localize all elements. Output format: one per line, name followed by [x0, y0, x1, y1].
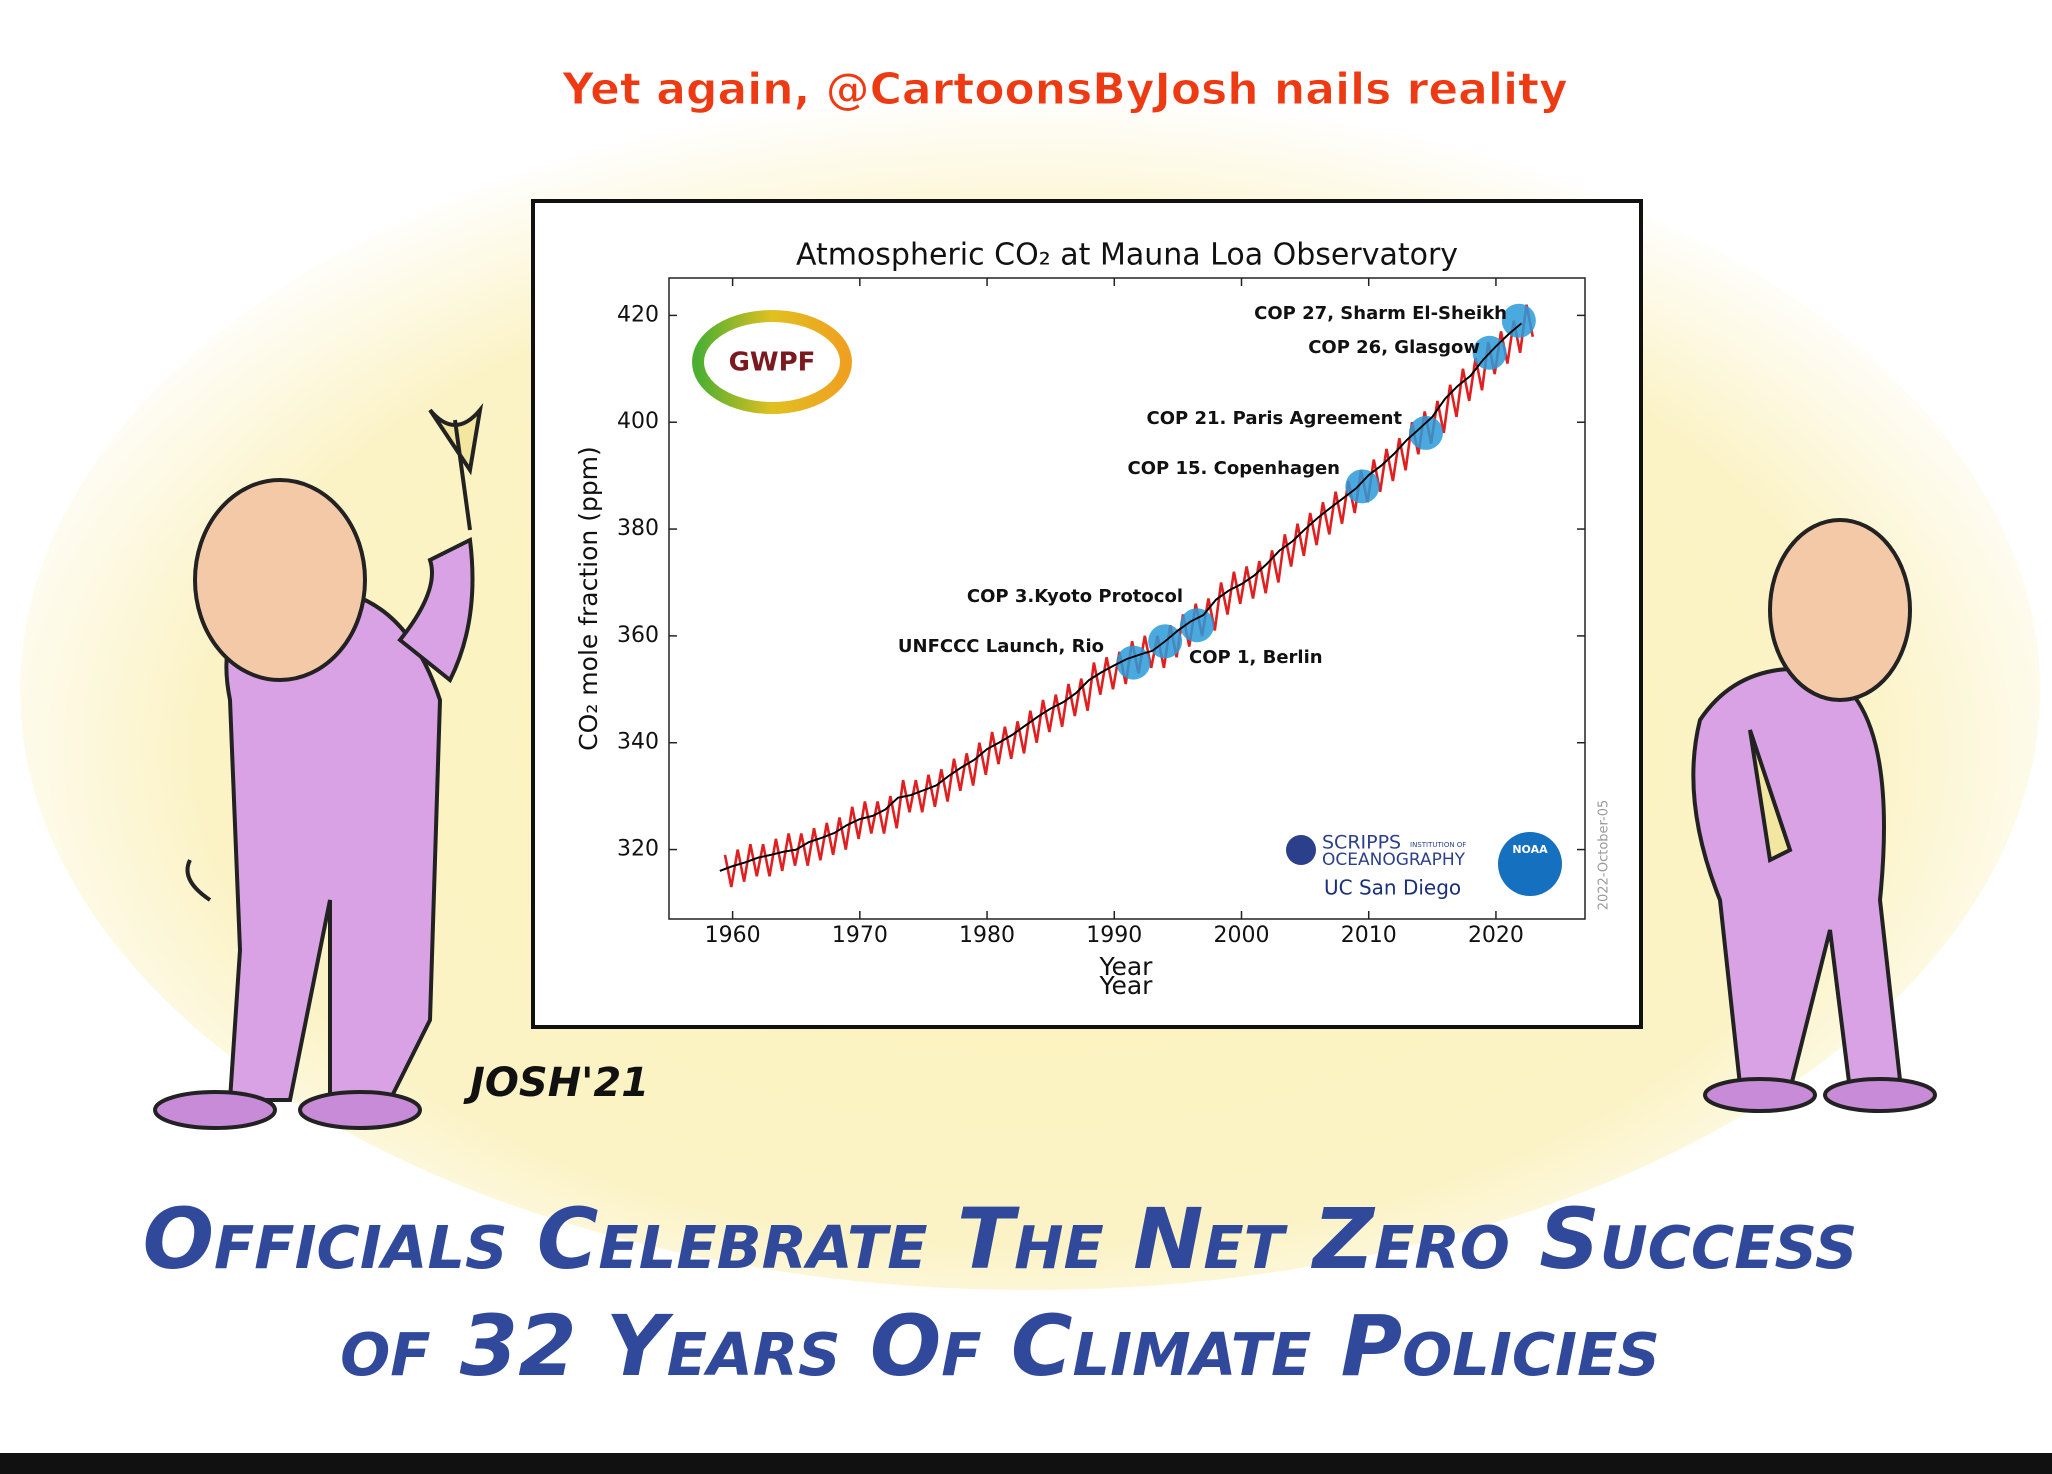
caption-line: of 32 Years Of Climate Policies	[340, 1297, 1660, 1395]
chart-title: Atmospheric CO₂ at Mauna Loa Observatory	[796, 238, 1458, 273]
gwpf-logo: GWPF	[729, 348, 816, 378]
y-tick-label: 360	[617, 623, 659, 648]
y-tick-label: 420	[617, 302, 659, 327]
scripps-logo: SCRIPPS	[1322, 832, 1401, 854]
date-stamp: 2022-October-05	[1597, 800, 1612, 911]
header: Yet again, @CartoonsByJosh nails reality	[561, 64, 1567, 115]
annotation: COP 27, Sharm El-Sheikh	[1254, 303, 1507, 324]
cop-marker	[1345, 469, 1380, 504]
scripps-logo: OCEANOGRAPHY	[1322, 850, 1466, 870]
y-tick-label: 320	[617, 837, 659, 862]
chart: Atmospheric CO₂ at Mauna Loa Observatory…	[574, 238, 1612, 1001]
gwpf-ring	[692, 310, 852, 414]
annotation: COP 26, Glasgow	[1308, 337, 1480, 358]
annotation: COP 3.Kyoto Protocol	[967, 586, 1183, 607]
ucsd-logo: UC San Diego	[1324, 876, 1461, 900]
x-tick-label: 1970	[832, 923, 888, 948]
right-figure	[1691, 518, 1937, 1113]
scripps-logo: INSTITUTION OF	[1410, 841, 1466, 849]
cop-marker	[1501, 303, 1536, 338]
noaa-logo: NOAA	[1512, 843, 1548, 856]
y-tick-label: 340	[617, 730, 659, 755]
y-tick-label: 380	[617, 516, 659, 541]
x-axis-label: Year	[1099, 952, 1154, 981]
scripps-globe	[1286, 835, 1316, 865]
signature: JOSH'21	[463, 1060, 649, 1106]
y-tick-label: 400	[617, 409, 659, 434]
x-tick-label: 1990	[1086, 923, 1142, 948]
annotation: COP 21. Paris Agreement	[1147, 408, 1403, 429]
x-axis-label: Year	[1099, 971, 1154, 1000]
x-tick-label: 2000	[1214, 923, 1270, 948]
x-tick-label: 2010	[1341, 923, 1397, 948]
x-tick-label: 2020	[1468, 923, 1524, 948]
y-axis-label: CO₂ mole fraction (ppm)	[574, 446, 603, 751]
bottom-bar	[0, 1453, 2052, 1474]
annotation: COP 1, Berlin	[1189, 647, 1323, 668]
x-tick-label: 1980	[959, 923, 1015, 948]
annotation: UNFCCC Launch, Rio	[898, 636, 1104, 657]
plot-area	[668, 277, 1586, 920]
caption-line: Officials Celebrate The Net Zero Success	[143, 1190, 1858, 1288]
annotation: COP 15. Copenhagen	[1128, 458, 1340, 479]
noaa-logo	[1498, 832, 1562, 896]
chart-frame	[531, 199, 1643, 1029]
x-tick-label: 1960	[705, 923, 761, 948]
left-figure	[153, 403, 484, 1130]
cop-marker	[1179, 608, 1214, 643]
data-line	[719, 322, 1522, 872]
cop-marker	[1408, 415, 1443, 450]
